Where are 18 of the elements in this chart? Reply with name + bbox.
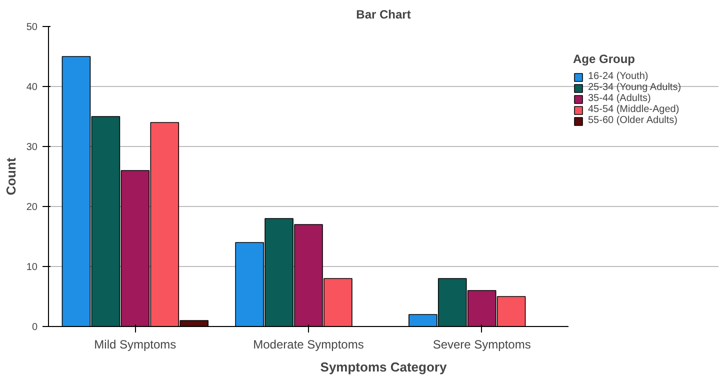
x-tick-label: Moderate Symptoms [253, 338, 364, 352]
x-axis-title: Symptoms Category [320, 360, 448, 374]
legend-label: 16-24 (Youth) [588, 71, 648, 82]
y-tick-label: 10 [26, 262, 38, 273]
y-tick-label: 0 [32, 322, 38, 333]
legend-label: 35-44 (Adults) [588, 93, 651, 104]
legend-label: 55-60 (Older Adults) [588, 115, 678, 126]
y-axis-title: Count [3, 157, 18, 196]
y-tick-label: 30 [26, 142, 38, 153]
y-tick-label: 40 [26, 82, 38, 93]
x-tick-label: Severe Symptoms [432, 338, 531, 352]
y-tick-label: 20 [26, 202, 38, 213]
legend-label: 45-54 (Middle-Aged) [588, 104, 680, 115]
y-tick-label: 50 [26, 22, 38, 33]
chart-title: Bar Chart [356, 8, 411, 22]
legend-title: Age Group [573, 52, 636, 66]
legend-label: 25-34 (Young Adults) [588, 82, 682, 93]
x-tick-label: Mild Symptoms [94, 338, 176, 352]
